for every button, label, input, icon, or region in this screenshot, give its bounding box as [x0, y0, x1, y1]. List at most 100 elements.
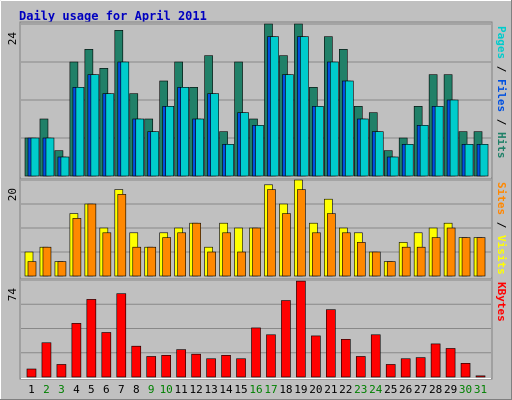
hits-bar — [240, 112, 249, 177]
hits-bar — [434, 106, 444, 177]
chart-panels: 24 Pages / Files / Hits 20 Sites / Visits 74… — [6, 21, 508, 380]
kbytes-bar — [326, 309, 336, 378]
sites-bar — [371, 251, 381, 277]
sites-bar — [42, 246, 52, 277]
day-axis-labels: 1 2 3 4 5 6 7 8 9 10 11 12 13 14 15 16 17 18 19 20 21 22 23 24 2… — [28, 383, 487, 396]
kbytes-bar — [161, 355, 171, 378]
kbytes-bar — [311, 335, 321, 378]
kbytes-bar — [281, 300, 291, 378]
sites-bar — [252, 227, 261, 277]
day-label: 14 — [219, 383, 233, 396]
y-max-label: 20 — [6, 188, 19, 201]
kbytes-bar — [191, 353, 201, 378]
hits-bar — [135, 118, 145, 177]
kbytes-bar — [341, 339, 351, 378]
day-label: 19 — [294, 383, 307, 396]
hits-bar — [60, 156, 70, 177]
hits-bar — [165, 106, 175, 177]
hits-bar — [120, 61, 130, 177]
legend-part: / — [495, 215, 508, 235]
kbytes-bar — [266, 334, 276, 378]
day-label: 10 — [160, 383, 173, 396]
day-label: 15 — [234, 383, 247, 396]
day-label: 24 — [369, 383, 383, 396]
day-label: 3 — [58, 383, 65, 396]
sites-bar — [147, 246, 157, 277]
sites-bar — [356, 242, 366, 277]
kbytes-bar — [445, 348, 456, 378]
sites-bar — [192, 222, 201, 277]
kbytes-bar — [296, 280, 306, 378]
sites-bar — [117, 194, 127, 277]
hits-bar — [300, 36, 309, 177]
day-label: 13 — [204, 383, 217, 396]
legend-part: Visits — [495, 235, 508, 275]
sites-bar — [297, 189, 306, 277]
hits-bar — [419, 125, 429, 177]
kbytes-bar — [101, 332, 112, 378]
hits-bar — [374, 131, 384, 177]
day-label: 11 — [175, 383, 188, 396]
sites-bar — [237, 251, 246, 277]
legend-part: Files — [495, 79, 508, 112]
hits-bar — [180, 87, 189, 177]
kbytes-bar — [221, 355, 231, 378]
hits-bar — [105, 93, 115, 177]
day-label: 1 — [28, 383, 35, 396]
sites-bar — [446, 227, 456, 277]
hits-bar — [270, 36, 279, 177]
sites-bar — [282, 213, 291, 277]
kbytes-bar — [236, 358, 246, 378]
day-label: 5 — [88, 383, 95, 396]
sites-bar — [27, 261, 37, 277]
day-label: 16 — [249, 383, 262, 396]
hits-bar — [195, 118, 204, 177]
hits-bar — [345, 80, 354, 177]
legend-part: KBytes — [495, 282, 508, 322]
sites-bar — [327, 213, 336, 277]
kbytes-bar — [41, 342, 52, 378]
day-label: 31 — [474, 383, 487, 396]
day-label: 25 — [384, 383, 397, 396]
sites-bar — [312, 232, 321, 277]
y-max-label: 24 — [6, 32, 19, 46]
kbytes-bar — [206, 358, 216, 378]
day-label: 8 — [133, 383, 140, 396]
day-label: 4 — [73, 383, 80, 396]
sites-bar — [401, 246, 411, 277]
day-label: 21 — [324, 383, 337, 396]
y-max-label: 74 — [6, 288, 19, 302]
sites-bar — [342, 232, 351, 277]
hits-bar — [90, 74, 100, 177]
hits-panel: 24 Pages / Files / Hits — [6, 21, 508, 179]
sites-bar — [207, 251, 216, 277]
kbytes-bar — [56, 364, 67, 378]
hits-bar — [330, 61, 339, 177]
hits-bar — [45, 137, 55, 177]
hits-bar — [479, 144, 489, 177]
day-label: 7 — [118, 383, 125, 396]
sites-bar — [57, 261, 67, 277]
day-label: 27 — [414, 383, 427, 396]
sites-bar — [162, 237, 172, 277]
hits-bar — [210, 93, 219, 177]
day-label: 30 — [459, 383, 472, 396]
sites-bar — [416, 246, 426, 277]
kbytes-bar — [355, 356, 366, 378]
sites-bar — [476, 237, 486, 277]
hits-bar — [315, 106, 324, 177]
kbytes-bar — [385, 364, 396, 378]
hits-bar — [30, 137, 40, 177]
hits-bar — [389, 156, 399, 177]
kbytes-bar — [370, 334, 381, 378]
sites-bar — [431, 237, 441, 277]
day-label: 18 — [279, 383, 292, 396]
kbytes-bar — [176, 349, 186, 378]
kbytes-bar — [415, 357, 426, 378]
hits-bar — [150, 131, 160, 177]
hits-bar — [449, 99, 459, 177]
sites-bar — [222, 232, 231, 277]
day-label: 9 — [148, 383, 155, 396]
legend-part: Hits — [495, 132, 508, 159]
